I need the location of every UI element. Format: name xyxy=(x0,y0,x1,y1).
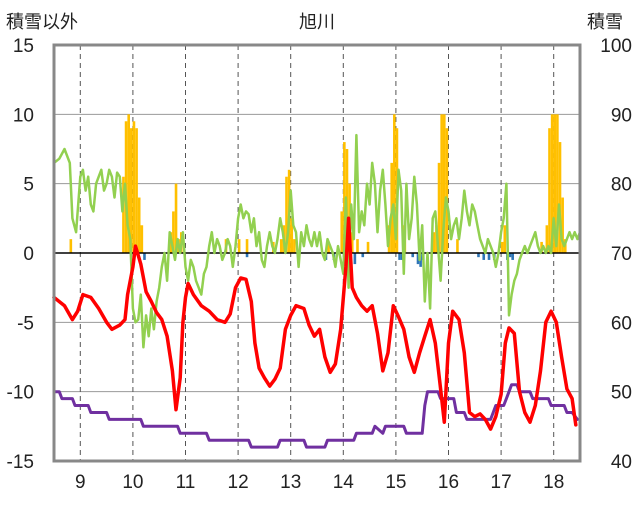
precip-bar xyxy=(143,253,146,260)
precip-bar xyxy=(456,239,459,253)
precip-bar xyxy=(353,253,357,265)
left-tick-label: -15 xyxy=(7,452,34,473)
chart-title: 旭川 xyxy=(299,12,335,32)
precip-bar xyxy=(416,253,420,265)
precip-bar xyxy=(482,253,486,260)
precip-bar xyxy=(137,197,141,253)
left-tick-label: 0 xyxy=(23,244,34,265)
precip-bar xyxy=(361,253,365,258)
precip-bar xyxy=(130,128,133,253)
precip-bar xyxy=(293,239,296,253)
left-axis-title: 積雪以外 xyxy=(6,12,78,32)
left-tick-label: 15 xyxy=(13,36,34,57)
right-axis-title: 積雪 xyxy=(587,12,623,32)
precip-bar xyxy=(437,162,441,253)
precip-bar xyxy=(487,253,491,260)
series-line-temperature xyxy=(52,216,578,431)
x-tick-label: 10 xyxy=(122,472,143,493)
precip-bar xyxy=(132,121,136,254)
right-tick-label: 70 xyxy=(611,244,632,265)
series-line-snow_depth xyxy=(52,383,579,449)
precip-bar xyxy=(556,114,559,253)
precip-bar xyxy=(174,183,178,253)
x-tick-label: 13 xyxy=(280,472,301,493)
x-tick-label: 18 xyxy=(543,472,564,493)
right-tick-label: 50 xyxy=(611,383,632,404)
x-tick-label: 17 xyxy=(491,472,512,493)
right-tick-label: 100 xyxy=(600,36,632,57)
precip-bar xyxy=(279,239,283,253)
precip-bar xyxy=(503,225,507,253)
x-tick-label: 12 xyxy=(228,472,249,493)
precip-bar xyxy=(477,253,480,258)
precip-bar xyxy=(245,239,249,253)
precip-bar xyxy=(545,225,549,253)
precip-bar xyxy=(442,114,446,253)
precip-bar xyxy=(140,225,144,253)
left-tick-label: -5 xyxy=(17,313,34,334)
precip-bar xyxy=(548,128,551,253)
precip-bar xyxy=(237,239,241,253)
precip-bar xyxy=(511,253,514,260)
precip-bar xyxy=(69,239,73,253)
precip-bar xyxy=(445,128,449,253)
right-tick-label: 60 xyxy=(611,313,632,334)
precip-bar xyxy=(245,253,249,258)
precip-bar xyxy=(127,114,130,253)
plot-frame xyxy=(52,43,582,463)
precip-bar xyxy=(327,241,330,253)
x-tick-label: 14 xyxy=(333,472,355,493)
precip-bar xyxy=(290,218,294,253)
x-tick-label: 11 xyxy=(176,472,196,493)
precip-bar xyxy=(411,253,415,258)
left-tick-label: -10 xyxy=(7,383,34,404)
precip-bar xyxy=(508,253,512,258)
right-tick-label: 40 xyxy=(611,452,632,473)
series-line-sunshine xyxy=(52,133,582,349)
precip-bar xyxy=(343,142,346,253)
precip-bar xyxy=(561,197,564,253)
x-tick-label: 15 xyxy=(385,472,406,493)
x-tick-label: 16 xyxy=(438,472,459,493)
precip-bar xyxy=(340,211,344,253)
precip-bar xyxy=(550,114,554,253)
precip-bar xyxy=(122,176,125,253)
precip-bar xyxy=(366,241,370,253)
precip-bar xyxy=(440,114,443,253)
right-tick-label: 90 xyxy=(611,105,632,126)
left-tick-label: 10 xyxy=(13,105,34,126)
x-tick-label: 9 xyxy=(75,472,86,493)
left-tick-label: 5 xyxy=(23,175,34,196)
precip-bar xyxy=(553,114,557,253)
precip-bar xyxy=(432,232,436,253)
precip-bar xyxy=(500,241,504,253)
precip-bar xyxy=(285,176,288,253)
precip-bar xyxy=(356,239,359,253)
right-tick-label: 80 xyxy=(611,175,632,196)
precip-bar xyxy=(135,128,138,253)
precip-bar xyxy=(558,142,562,253)
precip-bar xyxy=(172,211,175,253)
precip-bar xyxy=(398,253,401,260)
precip-bar xyxy=(393,114,396,253)
precip-bar xyxy=(350,232,354,253)
